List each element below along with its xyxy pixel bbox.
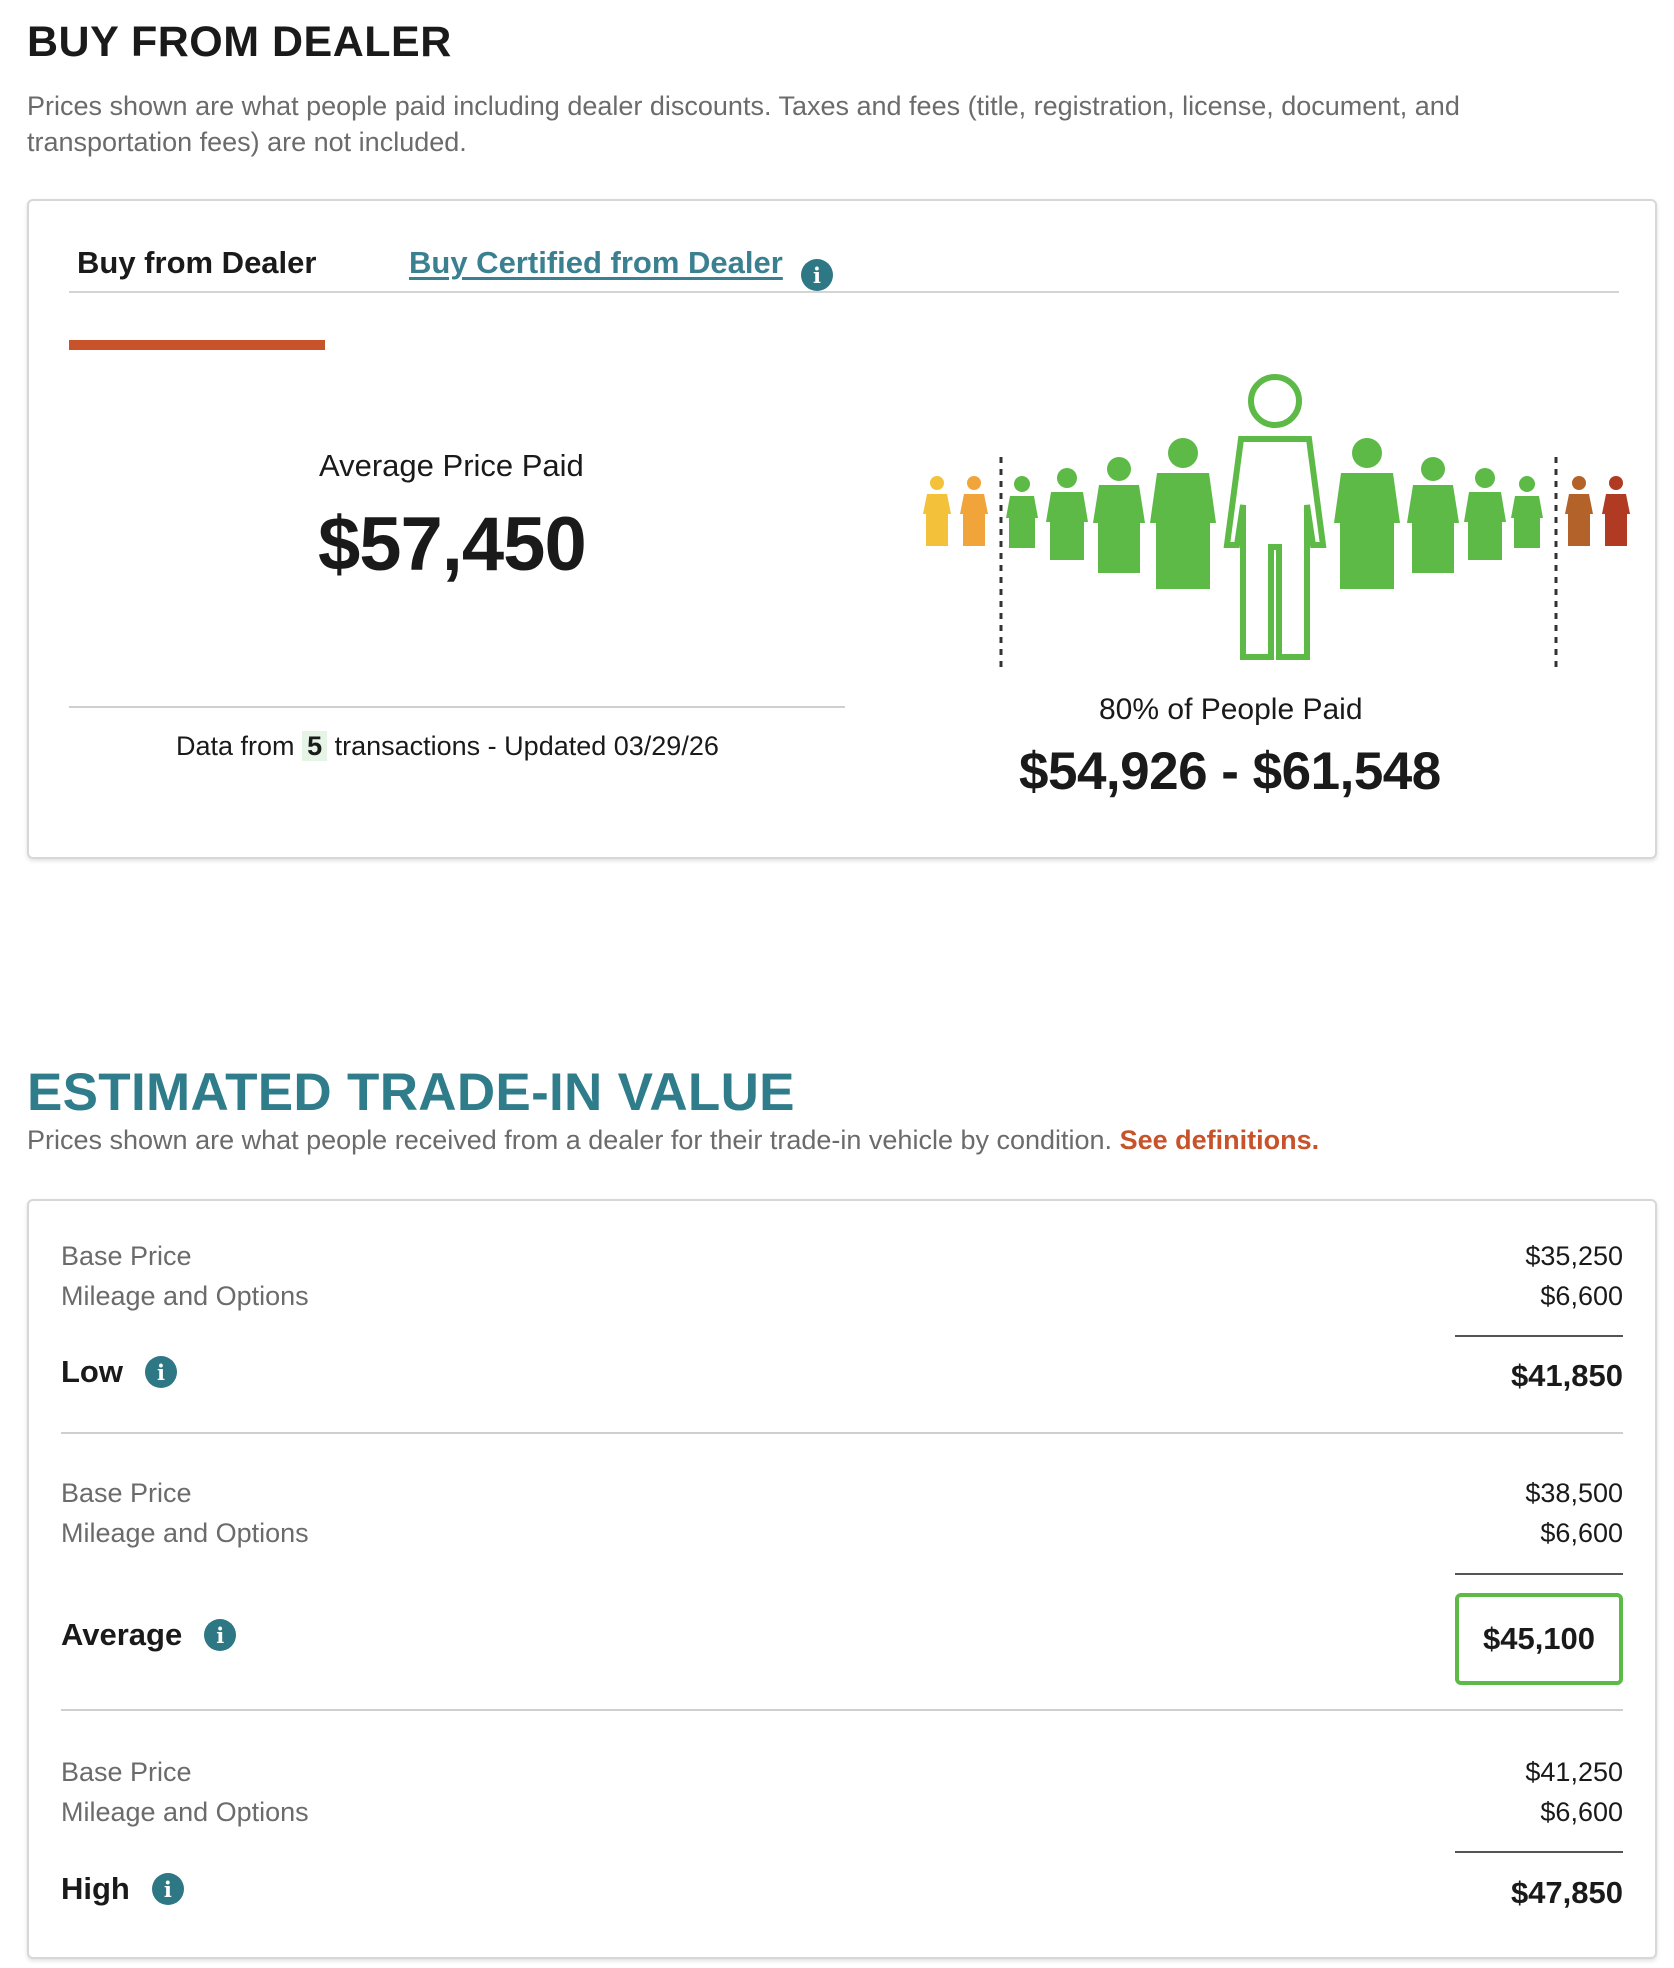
person-icon: [1464, 468, 1506, 560]
base-price-label: Base Price: [61, 1478, 192, 1508]
low-total-label: Low i: [61, 1354, 177, 1390]
base-price-value: $35,250: [1525, 1241, 1623, 1271]
data-from-suffix: transactions - Updated 03/29/26: [334, 731, 719, 761]
low-total-value: $41,850: [1510, 1358, 1623, 1393]
price-tabs: Buy from Dealer Buy Certified from Deale…: [69, 245, 1619, 350]
row-divider: [61, 1432, 1623, 1434]
person-outline-icon: [1223, 374, 1327, 660]
person-icon: [1093, 457, 1145, 573]
mileage-options-value: $6,600: [1540, 1281, 1623, 1311]
average-price-value: $57,450: [318, 502, 587, 587]
transactions-count-badge: 5: [302, 731, 328, 761]
average-total-value: $45,100: [1455, 1593, 1623, 1685]
mileage-options-label: Mileage and Options: [61, 1518, 309, 1548]
percent-people-label: 80% of People Paid: [1099, 693, 1363, 726]
person-icon: [1511, 476, 1543, 548]
high-total-value: $47,850: [1510, 1875, 1623, 1910]
tradein-subtitle-text: Prices shown are what people received fr…: [27, 1125, 1113, 1155]
subtotal-rule: [1455, 1851, 1623, 1853]
dealer-section-subtitle: Prices shown are what people paid includ…: [27, 91, 1460, 157]
person-icon: [1565, 476, 1593, 546]
high-total-label: High i: [61, 1871, 184, 1907]
tab-buy-certified-from-dealer[interactable]: Buy Certified from Dealer: [409, 245, 783, 280]
condition-label: Low: [61, 1354, 123, 1389]
person-icon: [1006, 476, 1038, 548]
subtotal-rule: [1455, 1335, 1623, 1337]
see-definitions-link[interactable]: See definitions.: [1119, 1125, 1320, 1155]
tradein-section-subtitle: Prices shown are what people received fr…: [27, 1125, 1319, 1156]
tradein-values-card: Base Price $35,250 Mileage and Options $…: [27, 1199, 1657, 1959]
divider: [69, 706, 845, 708]
base-price-label: Base Price: [61, 1757, 192, 1787]
active-tab-indicator: [69, 340, 325, 350]
subtotal-rule: [1455, 1573, 1623, 1575]
person-icon: [1046, 468, 1088, 560]
base-price-value: $38,500: [1525, 1478, 1623, 1508]
info-icon[interactable]: i: [204, 1619, 237, 1651]
price-range-value: $54,926 - $61,548: [1019, 742, 1441, 801]
person-icon: [1150, 438, 1216, 589]
dealer-section-title: BUY FROM DEALER: [27, 18, 452, 66]
person-icon: [1407, 457, 1459, 573]
average-price-label: Average Price Paid: [319, 448, 584, 483]
mileage-options-label: Mileage and Options: [61, 1281, 309, 1311]
transaction-info: Data from 5 transactions - Updated 03/29…: [176, 731, 719, 762]
tradein-section-title: ESTIMATED TRADE-IN VALUE: [27, 1063, 795, 1122]
person-icon: [1602, 476, 1630, 546]
condition-label: Average: [61, 1617, 183, 1652]
dealer-price-card: Buy from Dealer Buy Certified from Deale…: [27, 199, 1657, 859]
person-icon: [1334, 438, 1400, 589]
mileage-options-value: $6,600: [1540, 1518, 1623, 1548]
info-icon[interactable]: i: [145, 1356, 177, 1388]
mileage-options-label: Mileage and Options: [61, 1797, 309, 1827]
person-icon: [923, 476, 951, 546]
base-price-label: Base Price: [61, 1241, 192, 1271]
data-from-prefix: Data from: [176, 731, 295, 761]
person-icon: [960, 476, 988, 546]
price-distribution-figures: [923, 374, 1630, 671]
mileage-options-value: $6,600: [1540, 1797, 1623, 1827]
info-icon[interactable]: i: [801, 259, 833, 291]
average-total-amount: $45,100: [1482, 1621, 1596, 1656]
condition-label: High: [61, 1871, 130, 1906]
row-divider: [61, 1709, 1623, 1711]
info-icon[interactable]: i: [151, 1873, 184, 1905]
tab-buy-from-dealer[interactable]: Buy from Dealer: [77, 245, 317, 280]
base-price-value: $41,250: [1525, 1757, 1623, 1787]
average-total-label: Average i: [61, 1617, 237, 1653]
